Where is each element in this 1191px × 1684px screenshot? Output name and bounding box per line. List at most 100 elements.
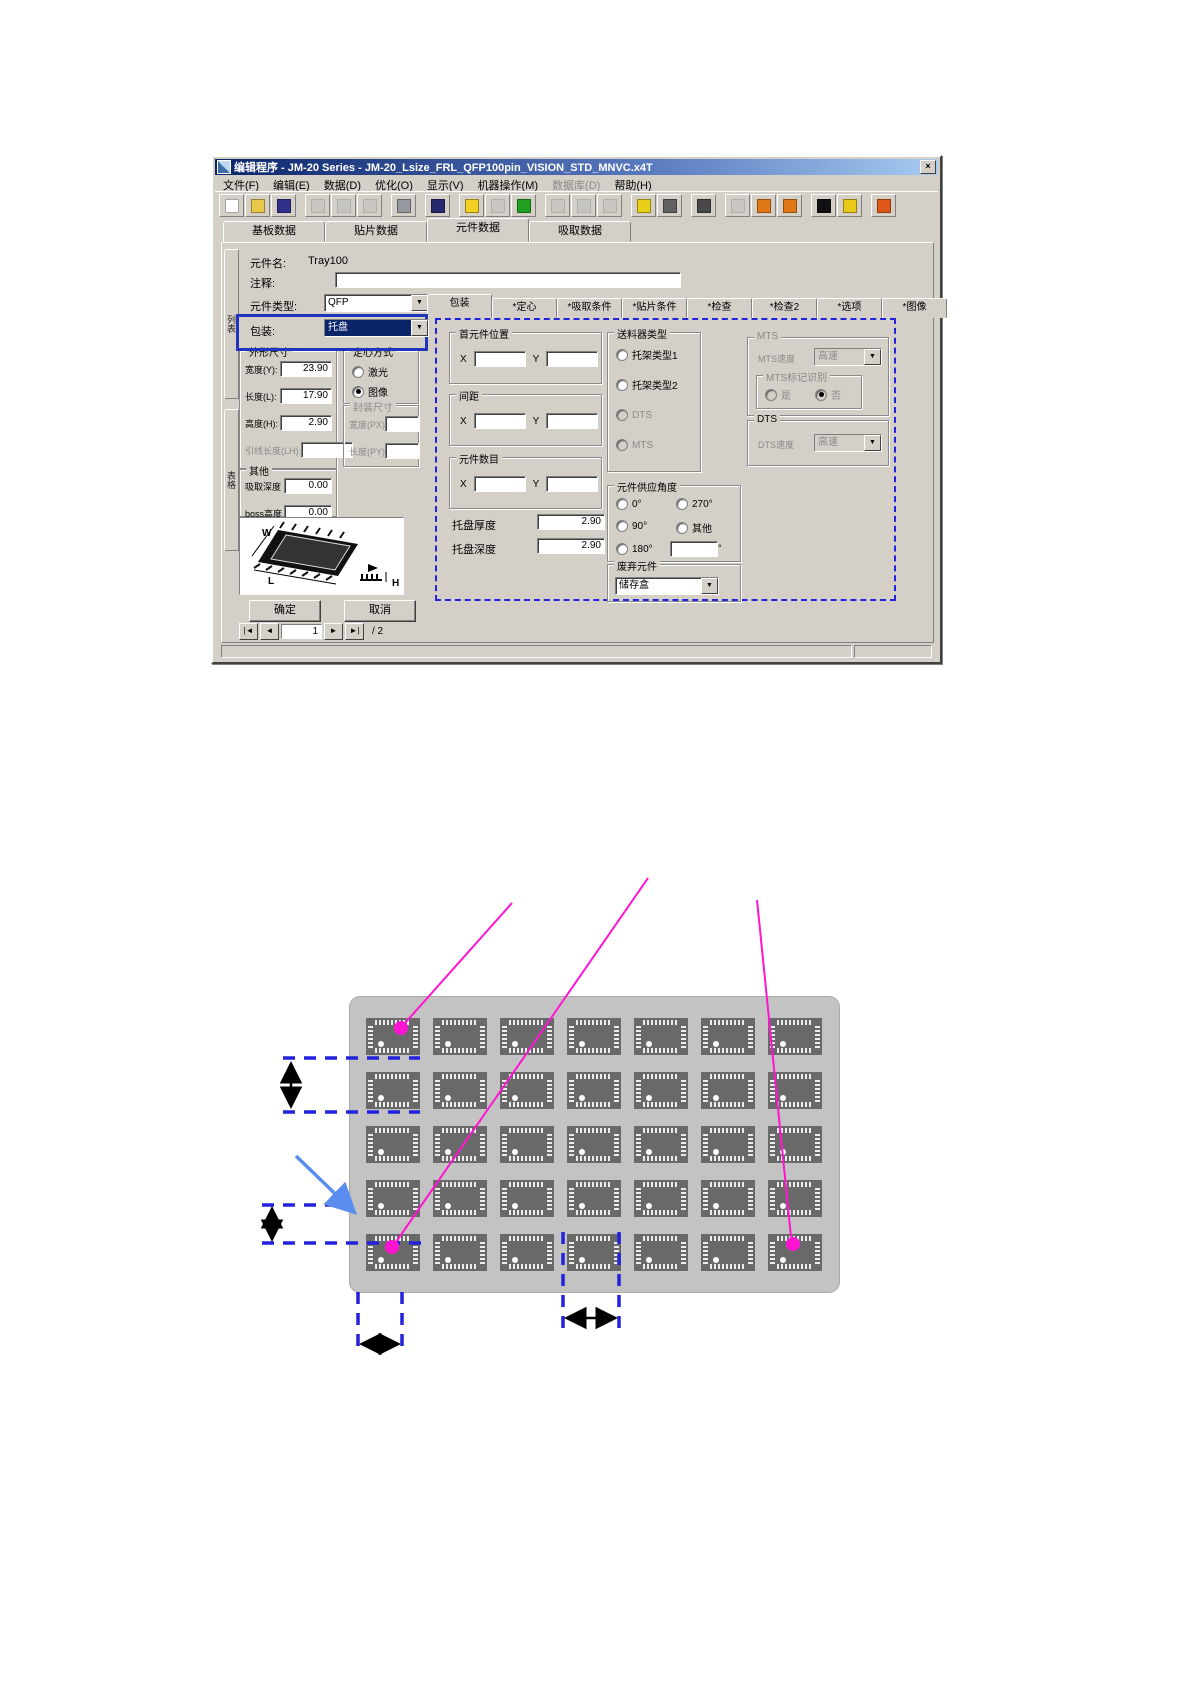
toolbar-tool-3-icon[interactable] bbox=[597, 194, 622, 217]
last-page-button[interactable]: ►| bbox=[345, 623, 364, 640]
feeder-radio-2[interactable]: DTS bbox=[616, 409, 652, 421]
toolbar-copy-icon[interactable] bbox=[331, 194, 356, 217]
field-input-2[interactable]: 2.90 bbox=[280, 415, 332, 431]
feeder-radio-3[interactable]: MTS bbox=[616, 439, 653, 451]
tray-depth-input[interactable]: 2.90 bbox=[537, 538, 605, 554]
field-input-0[interactable] bbox=[385, 416, 420, 432]
toolbar-open-file-icon[interactable] bbox=[245, 194, 270, 217]
angle-radio-0[interactable]: 0° bbox=[616, 498, 642, 510]
count-x-input[interactable] bbox=[473, 476, 526, 492]
menu-item-3[interactable]: 优化(O) bbox=[375, 180, 413, 192]
subtab-2[interactable]: *吸取条件 bbox=[557, 298, 622, 318]
close-icon[interactable]: × bbox=[920, 160, 936, 174]
subtab-3[interactable]: *贴片条件 bbox=[622, 298, 687, 318]
comment-input[interactable] bbox=[335, 272, 681, 288]
toolbar-color-balls-icon[interactable] bbox=[511, 194, 536, 217]
tab-0[interactable]: 基板数据 bbox=[223, 221, 325, 242]
pin-row bbox=[576, 1210, 612, 1215]
toolbar-io-1-icon[interactable] bbox=[751, 194, 776, 217]
angle-other-input[interactable] bbox=[670, 541, 718, 557]
toolbar-help-icon[interactable] bbox=[837, 194, 862, 217]
dts-speed-dropdown[interactable]: 高速 ▼ bbox=[814, 434, 882, 452]
menu-item-0[interactable]: 文件(F) bbox=[223, 180, 260, 192]
next-page-button[interactable]: ► bbox=[324, 623, 343, 640]
menu-item-5[interactable]: 机器操作(M) bbox=[477, 180, 539, 192]
toolbar-cut-icon[interactable] bbox=[305, 194, 330, 217]
field-input-1[interactable] bbox=[385, 443, 420, 459]
toolbar-print-icon[interactable] bbox=[391, 194, 416, 217]
menu-item-7[interactable]: 帮助(H) bbox=[614, 180, 652, 192]
menu-item-6[interactable]: 数据库(D) bbox=[552, 180, 601, 192]
field-input-1[interactable]: 17.90 bbox=[280, 388, 332, 404]
pin1-dot bbox=[646, 1041, 652, 1047]
pitch-x-input[interactable] bbox=[473, 413, 526, 429]
chevron-down-icon[interactable]: ▼ bbox=[701, 578, 718, 594]
toolbar-save-file-icon[interactable] bbox=[271, 194, 296, 217]
page-number-input[interactable]: 1 bbox=[281, 624, 322, 639]
subtab-7[interactable]: *图像 bbox=[882, 298, 947, 318]
centering-radio-1[interactable]: 图像 bbox=[352, 384, 388, 399]
first-page-button[interactable]: |◄ bbox=[239, 623, 258, 640]
subtab-6[interactable]: *选项 bbox=[817, 298, 882, 318]
prev-page-button[interactable]: ◄ bbox=[260, 623, 279, 640]
angle-radio-2[interactable]: 90° bbox=[616, 520, 647, 532]
angle-radio-4[interactable]: 180° bbox=[616, 543, 653, 555]
mts-mark-yes-radio[interactable]: 是 bbox=[765, 387, 791, 402]
toolbar-optimize-bulb-icon[interactable] bbox=[459, 194, 484, 217]
toolbar-exit-door-icon[interactable] bbox=[871, 194, 896, 217]
field-input-0[interactable]: 23.90 bbox=[280, 361, 332, 377]
toolbar-machine-icon[interactable] bbox=[485, 194, 510, 217]
centering-radio-0[interactable]: 激光 bbox=[352, 364, 388, 379]
cancel-button[interactable]: 取消 bbox=[344, 600, 416, 622]
first-position-x-input[interactable] bbox=[473, 351, 526, 367]
pin-row bbox=[547, 1133, 552, 1156]
angle-radio-3[interactable]: 其他 bbox=[676, 520, 712, 535]
toolbar-beam-icon[interactable] bbox=[657, 194, 682, 217]
radio-label: MTS bbox=[632, 439, 654, 451]
toolbar-glasses-icon[interactable] bbox=[691, 194, 716, 217]
toolbar-marker-x-icon[interactable] bbox=[631, 194, 656, 217]
pin1-dot bbox=[646, 1149, 652, 1155]
toolbar-io-2-icon[interactable] bbox=[777, 194, 802, 217]
toolbar-new-file-icon[interactable] bbox=[219, 194, 244, 217]
x-label: X bbox=[460, 415, 467, 427]
angle-radio-1[interactable]: 270° bbox=[676, 498, 713, 510]
chevron-down-icon[interactable]: ▼ bbox=[411, 295, 428, 311]
subtab-1[interactable]: *定心 bbox=[492, 298, 557, 318]
field-input-0[interactable]: 0.00 bbox=[284, 478, 332, 494]
ok-button[interactable]: 确定 bbox=[249, 600, 321, 622]
pin-row bbox=[576, 1074, 612, 1079]
toolbar-paste-icon[interactable] bbox=[357, 194, 382, 217]
mts-speed-dropdown[interactable]: 高速 ▼ bbox=[814, 348, 882, 366]
feeder-radio-1[interactable]: 托架类型2 bbox=[616, 377, 678, 392]
tray-thickness-input[interactable]: 2.90 bbox=[537, 514, 605, 530]
menu-item-4[interactable]: 显示(V) bbox=[426, 180, 464, 192]
discard-dropdown[interactable]: 储存盒 ▼ bbox=[615, 577, 719, 595]
subtab-5[interactable]: *检查2 bbox=[752, 298, 817, 318]
mts-mark-no-radio[interactable]: 否 bbox=[815, 387, 841, 402]
chevron-down-icon[interactable]: ▼ bbox=[864, 349, 881, 365]
subtab-4[interactable]: *检查 bbox=[687, 298, 752, 318]
pitch-y-input[interactable] bbox=[546, 413, 599, 429]
side-tab-table[interactable]: 表格 bbox=[224, 409, 239, 551]
package-dropdown[interactable]: 托盘 ▼ bbox=[324, 319, 429, 337]
toolbar-tool-1-icon[interactable] bbox=[545, 194, 570, 217]
tab-3[interactable]: 吸取数据 bbox=[529, 221, 631, 242]
toolbar-tool-2-icon[interactable] bbox=[571, 194, 596, 217]
toolbar-mount-icon[interactable] bbox=[725, 194, 750, 217]
chevron-down-icon[interactable]: ▼ bbox=[864, 435, 881, 451]
pin-row bbox=[442, 1102, 478, 1107]
menu-item-1[interactable]: 编辑(E) bbox=[273, 180, 310, 192]
menu-item-2[interactable]: 数据(D) bbox=[323, 180, 361, 192]
toolbar-find-binoculars-icon[interactable] bbox=[425, 194, 450, 217]
chevron-down-icon[interactable]: ▼ bbox=[411, 320, 428, 336]
component-type-dropdown[interactable]: QFP ▼ bbox=[324, 294, 429, 312]
subtab-0[interactable]: 包装 bbox=[427, 294, 492, 318]
tab-2[interactable]: 元件数据 bbox=[427, 218, 529, 242]
toolbar-context-help-icon[interactable] bbox=[811, 194, 836, 217]
count-y-input[interactable] bbox=[546, 476, 599, 492]
feeder-radio-0[interactable]: 托架类型1 bbox=[616, 347, 678, 362]
field-input-3[interactable] bbox=[301, 442, 353, 458]
first-position-y-input[interactable] bbox=[546, 351, 599, 367]
tab-1[interactable]: 贴片数据 bbox=[325, 221, 427, 242]
